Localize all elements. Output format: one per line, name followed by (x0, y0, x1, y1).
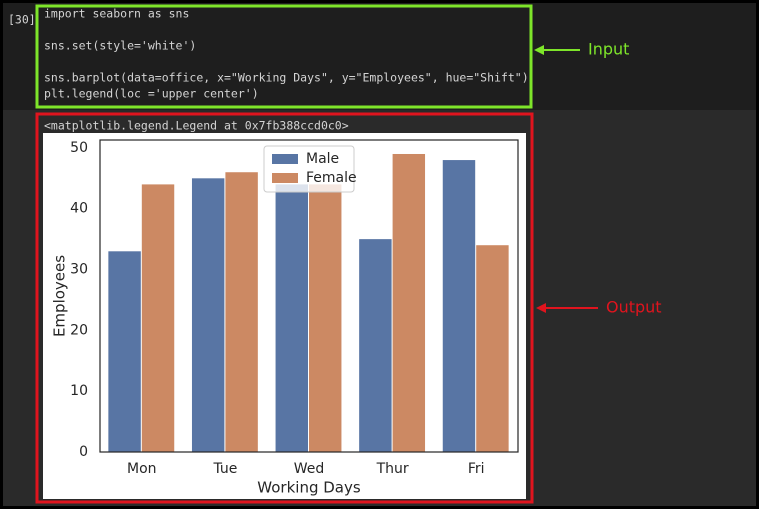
bar (442, 160, 476, 452)
y-tick-label: 20 (70, 322, 88, 338)
bar (359, 239, 392, 452)
output-box (35, 112, 534, 504)
chart: 0 10 20 30 40 50 Mon Tue Wed Thur Fri Working Days E… (51, 139, 519, 497)
bar (476, 245, 509, 452)
bar (225, 172, 258, 452)
bar (275, 184, 308, 453)
code-line: sns.set(style='white') (44, 39, 196, 53)
input-box (35, 4, 533, 109)
code-cell[interactable]: import seaborn as sns sns.set(style='whit… (44, 7, 529, 101)
cell-prompt: [30] (8, 13, 36, 27)
x-tick-label: Tue (212, 461, 237, 477)
plot-frame (99, 139, 519, 453)
x-tick-label: Thur (376, 461, 409, 477)
x-tick-label: Fri (468, 461, 485, 477)
output-annotation: Output (606, 298, 662, 317)
y-tick-label: 50 (70, 140, 88, 156)
y-axis-label: Employees (51, 255, 69, 337)
input-annotation: Input (588, 40, 629, 59)
code-line: plt.legend(loc ='upper center') (44, 87, 259, 101)
x-tick-label: Mon (127, 461, 157, 477)
y-tick-label: 40 (70, 201, 88, 217)
legend-label: Female (306, 170, 357, 186)
legend-swatch (272, 154, 298, 164)
x-tick-label: Wed (294, 461, 325, 477)
x-axis-label: Working Days (257, 479, 361, 497)
bar (392, 153, 426, 453)
code-line: import seaborn as sns (44, 7, 189, 21)
code-line: sns.barplot(data=office, x="Working Days… (44, 71, 529, 85)
bar (141, 184, 175, 453)
output-text: <matplotlib.legend.Legend at 0x7fb388ccd… (44, 119, 349, 133)
legend-label: Male (306, 151, 339, 167)
input-arrow-head (534, 45, 544, 55)
y-tick-label: 0 (79, 444, 88, 460)
bar (309, 184, 342, 453)
y-tick-label: 10 (70, 383, 88, 399)
y-tick-label: 30 (70, 262, 88, 278)
bar (191, 178, 225, 452)
bar (108, 251, 141, 452)
output-arrow-head (536, 303, 546, 313)
legend-swatch (272, 173, 298, 183)
